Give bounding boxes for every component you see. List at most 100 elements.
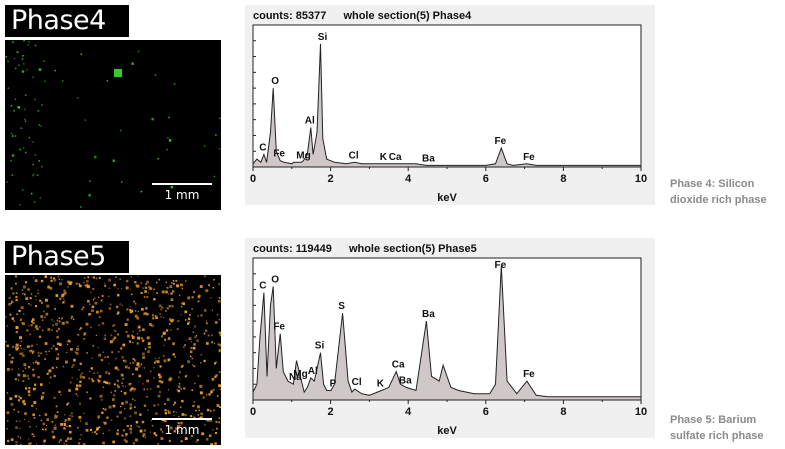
map-speckle bbox=[108, 405, 112, 409]
map-speckle bbox=[125, 440, 128, 443]
map-speckle bbox=[19, 397, 22, 400]
map-speckle bbox=[36, 343, 38, 345]
peak-label: Fe bbox=[494, 136, 506, 147]
map-speckle bbox=[63, 422, 67, 426]
map-speckle bbox=[8, 302, 12, 306]
map-speckle bbox=[203, 145, 206, 147]
map-speckle bbox=[104, 284, 107, 287]
x-tick-label: 0 bbox=[250, 406, 256, 418]
map-speckle bbox=[81, 372, 83, 374]
map-speckle bbox=[102, 407, 105, 410]
map-speckle bbox=[158, 375, 162, 379]
map-speckle bbox=[66, 351, 68, 353]
map-speckle bbox=[111, 351, 113, 354]
map-speckle bbox=[129, 340, 132, 343]
map-speckle bbox=[198, 417, 200, 419]
x-tick-label: 4 bbox=[405, 173, 412, 185]
map-speckle bbox=[13, 57, 16, 60]
map-speckle bbox=[215, 374, 218, 377]
map-speckle bbox=[55, 405, 58, 408]
map-speckle bbox=[30, 304, 32, 306]
map-speckle bbox=[13, 110, 15, 112]
map-speckle bbox=[71, 377, 73, 379]
map-speckle bbox=[137, 275, 139, 277]
map-speckle bbox=[146, 336, 150, 340]
map-speckle bbox=[157, 404, 159, 406]
map-speckle bbox=[96, 427, 99, 430]
map-speckle bbox=[19, 204, 21, 206]
map-speckle bbox=[170, 319, 174, 323]
map-speckle bbox=[40, 352, 43, 355]
map-speckle bbox=[125, 331, 128, 333]
x-tick-label: 8 bbox=[560, 173, 566, 185]
map-speckle bbox=[218, 384, 221, 388]
map-speckle bbox=[29, 426, 31, 428]
map-speckle bbox=[10, 438, 14, 441]
map-speckle bbox=[215, 421, 218, 423]
map-speckle bbox=[120, 406, 122, 408]
map-speckle bbox=[184, 319, 187, 321]
map-speckle bbox=[26, 374, 29, 377]
map-speckle bbox=[207, 334, 210, 337]
map-speckle bbox=[21, 289, 24, 291]
map-speckle bbox=[38, 124, 40, 126]
map-speckle bbox=[19, 443, 22, 445]
map-speckle bbox=[170, 185, 174, 189]
map-speckle bbox=[110, 419, 113, 421]
peak-label: Cl bbox=[349, 150, 359, 161]
map-speckle bbox=[167, 337, 171, 340]
map-speckle bbox=[121, 402, 124, 405]
map-speckle bbox=[120, 129, 122, 132]
map-speckle bbox=[187, 321, 190, 324]
map-speckle bbox=[88, 194, 91, 197]
map-speckle bbox=[47, 285, 51, 289]
map-speckle bbox=[203, 309, 207, 312]
map-speckle bbox=[120, 373, 124, 377]
map-speckle bbox=[53, 396, 56, 399]
map-speckle bbox=[50, 347, 53, 350]
peak-label: Si bbox=[315, 341, 325, 352]
peak-label: S bbox=[338, 301, 345, 312]
map-speckle bbox=[29, 297, 32, 300]
map-speckle bbox=[218, 417, 221, 420]
map-speckle bbox=[129, 388, 133, 392]
peak-label: Na bbox=[289, 372, 302, 383]
map-speckle bbox=[180, 388, 182, 390]
map-speckle bbox=[104, 334, 107, 337]
map-speckle bbox=[22, 354, 25, 357]
map-speckle bbox=[63, 442, 65, 445]
map-speckle bbox=[56, 342, 60, 345]
map-speckle bbox=[124, 323, 128, 326]
map-speckle bbox=[60, 423, 63, 426]
map-speckle bbox=[37, 289, 39, 291]
map-speckle bbox=[195, 409, 197, 412]
map-speckle bbox=[125, 386, 127, 388]
map-speckle bbox=[34, 98, 36, 101]
map-speckle bbox=[91, 305, 95, 309]
map-speckle bbox=[214, 375, 217, 378]
map-speckle bbox=[40, 383, 43, 386]
map-speckle bbox=[219, 343, 221, 347]
map-speckle bbox=[41, 165, 43, 168]
phase5-element-map: 1 mm bbox=[5, 275, 221, 445]
map-speckle bbox=[205, 289, 209, 293]
map-speckle bbox=[42, 392, 45, 395]
map-speckle bbox=[30, 324, 33, 327]
map-speckle bbox=[45, 350, 47, 353]
map-speckle bbox=[202, 396, 205, 399]
map-speckle bbox=[15, 420, 18, 422]
map-speckle bbox=[159, 365, 162, 368]
peak-label: K bbox=[377, 379, 385, 390]
map-speckle bbox=[31, 352, 34, 354]
map-speckle bbox=[65, 360, 68, 364]
spectrum-line bbox=[252, 265, 642, 401]
map-speckle bbox=[125, 433, 128, 436]
map-speckle bbox=[164, 412, 167, 415]
map-speckle bbox=[130, 276, 133, 278]
map-speckle bbox=[119, 303, 121, 305]
map-speckle bbox=[155, 316, 158, 319]
map-speckle bbox=[117, 368, 120, 371]
map-speckle bbox=[169, 377, 173, 380]
map-speckle bbox=[78, 384, 82, 387]
map-speckle bbox=[28, 393, 31, 397]
